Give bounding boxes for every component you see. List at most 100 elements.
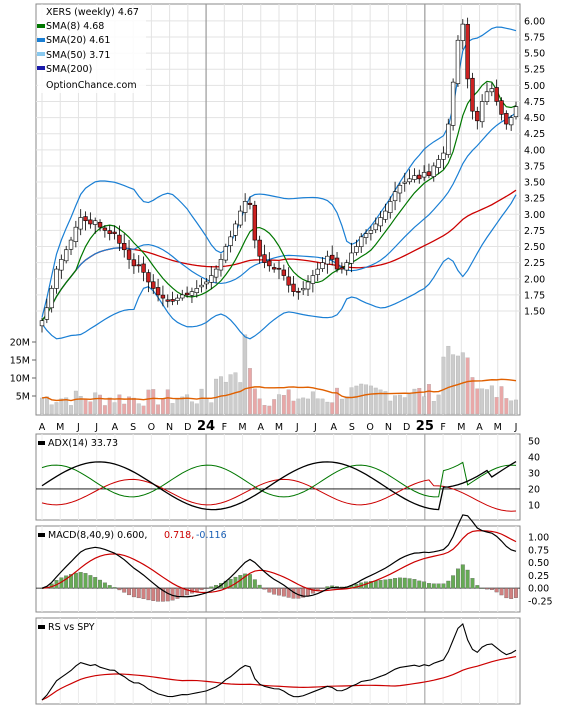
volume-bars: 5M 10M 15M 20M xyxy=(10,334,518,415)
macd-histogram-bar xyxy=(325,586,330,589)
macd-histogram-bar xyxy=(499,587,504,596)
legend-swatch-sma8 xyxy=(37,24,45,28)
time-axis-label: J xyxy=(76,422,80,433)
candle-up xyxy=(223,246,228,261)
time-axis-label: S xyxy=(349,422,355,433)
volume-tick-label: 5M xyxy=(16,392,30,403)
macd-histogram-bar xyxy=(470,578,475,589)
macd-histogram-bar xyxy=(69,574,73,589)
macd-histogram-bar xyxy=(378,580,383,589)
candlesticks xyxy=(39,17,519,333)
macd-histogram-bar xyxy=(127,587,132,596)
volume-bar xyxy=(436,394,441,415)
macd-label: MACD(8,40,9) 0.600, 0.718, -0.116 xyxy=(38,530,227,541)
candle-up xyxy=(363,233,369,238)
candle-up xyxy=(218,259,224,271)
volume-tick-label: 10M xyxy=(10,374,30,385)
macd-label-swatch xyxy=(38,533,45,537)
volume-bar xyxy=(93,392,98,415)
macd-label-hist: -0.116 xyxy=(196,530,227,541)
macd-tick-label: 0.25 xyxy=(528,571,549,582)
volume-bar xyxy=(368,385,373,415)
candle-down xyxy=(170,299,175,302)
volume-bar xyxy=(465,357,470,415)
volume-bar xyxy=(494,397,499,415)
candle-down xyxy=(97,222,103,228)
volume-bar xyxy=(49,404,54,415)
volume-bar xyxy=(127,396,132,415)
legend-sma8: SMA(8) 4.68 xyxy=(46,21,104,32)
volume-bar xyxy=(272,399,277,415)
price-tick-label: 1.75 xyxy=(524,290,545,301)
macd-histogram-bar xyxy=(431,583,436,589)
macd-histogram-bar xyxy=(446,580,451,589)
macd-tick-label: 0.50 xyxy=(528,558,549,569)
price-tick-label: 1.50 xyxy=(524,306,545,317)
candle-up xyxy=(242,201,248,213)
macd-histogram-bar xyxy=(102,582,107,589)
volume-bar xyxy=(364,384,369,415)
time-axis-label: 24 xyxy=(197,419,215,434)
candle-up xyxy=(388,201,393,213)
volume-bar xyxy=(165,389,170,415)
macd-histogram-bar xyxy=(180,587,185,597)
rs-panel xyxy=(35,617,521,705)
time-axis-label: J xyxy=(295,422,299,433)
time-axis-label: A xyxy=(476,422,483,433)
price-tick-label: 5.00 xyxy=(524,81,545,92)
candle-up xyxy=(392,191,398,202)
volume-bar xyxy=(64,397,69,415)
macd-histogram-bar xyxy=(243,573,248,589)
volume-bar xyxy=(431,401,436,415)
price-tick-label: 2.00 xyxy=(524,274,545,285)
macd-histogram-bar xyxy=(199,587,204,591)
candle-down xyxy=(151,281,156,289)
price-tick-label: 6.00 xyxy=(524,16,545,27)
candle-up xyxy=(436,159,441,168)
macd-histogram-bar xyxy=(368,581,373,589)
candle-down xyxy=(465,23,470,80)
time-axis-label: N xyxy=(385,422,392,433)
volume-bar xyxy=(344,396,349,415)
adx-tick-label: 30 xyxy=(528,469,540,480)
candle-down xyxy=(276,267,282,270)
volume-bar xyxy=(117,394,122,415)
volume-bar xyxy=(504,398,509,415)
volume-bar xyxy=(194,403,199,415)
candle-up xyxy=(344,262,349,271)
time-axis-label: F xyxy=(440,422,445,433)
volume-bar xyxy=(156,404,161,415)
volume-bar xyxy=(373,387,378,415)
volume-bar xyxy=(277,394,281,415)
candle-up xyxy=(354,246,359,253)
macd-histogram-bar xyxy=(122,587,127,593)
macd-histogram-bar xyxy=(156,587,161,602)
volume-bar xyxy=(238,382,243,415)
time-axis-label: O xyxy=(366,422,373,433)
macd-label-signal: 0.718, xyxy=(164,530,194,541)
candle-down xyxy=(499,100,504,115)
volume-bar xyxy=(359,383,364,415)
macd-histogram-bar xyxy=(228,578,233,589)
macd-histogram-bar xyxy=(272,587,277,595)
macd-histogram-bar xyxy=(136,587,141,599)
time-axis-label: A xyxy=(258,422,265,433)
macd-histogram-bar xyxy=(441,583,446,589)
candle-up xyxy=(63,249,69,262)
time-axis-label: A xyxy=(39,422,46,433)
candle-up xyxy=(441,152,446,160)
candle-up xyxy=(378,217,383,227)
candle-up xyxy=(508,117,514,126)
macd-histogram-bar xyxy=(436,583,441,589)
adx-di-plus-line xyxy=(41,461,517,498)
macd-panel xyxy=(35,525,521,613)
volume-bar xyxy=(330,402,335,415)
candle-up xyxy=(479,101,485,123)
volume-bar xyxy=(59,398,64,415)
macd-histogram-bar xyxy=(146,587,151,601)
volume-bar xyxy=(286,389,291,415)
legend-sma200: SMA(200) xyxy=(46,64,92,75)
legend-swatch-sma20 xyxy=(37,38,45,42)
macd-histogram-bar xyxy=(112,587,117,589)
